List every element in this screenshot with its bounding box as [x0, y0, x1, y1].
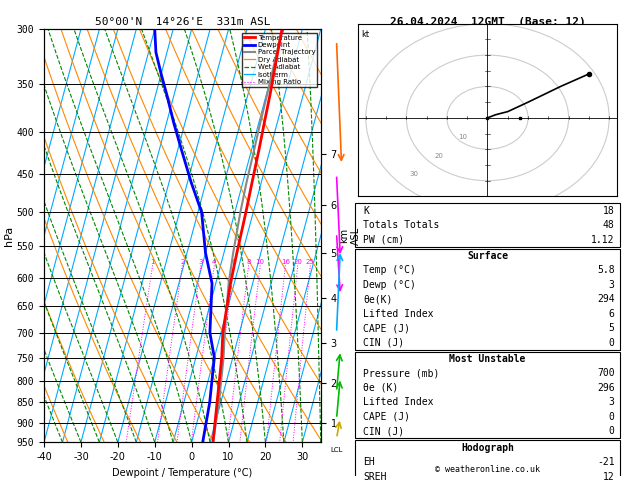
Text: 294: 294	[597, 294, 615, 304]
Text: 20: 20	[293, 260, 302, 265]
Text: Pressure (mb): Pressure (mb)	[363, 368, 440, 379]
X-axis label: Dewpoint / Temperature (°C): Dewpoint / Temperature (°C)	[113, 468, 252, 478]
Bar	[355, 249, 620, 350]
Text: PW (cm): PW (cm)	[363, 235, 404, 244]
Text: 296: 296	[597, 383, 615, 393]
Text: LCL: LCL	[330, 447, 343, 453]
Text: 4: 4	[212, 260, 216, 265]
Text: 6: 6	[609, 309, 615, 319]
Text: 25: 25	[306, 260, 314, 265]
Text: 3: 3	[609, 280, 615, 290]
Text: Hodograph: Hodograph	[461, 443, 514, 452]
Text: © weatheronline.co.uk: © weatheronline.co.uk	[435, 465, 540, 474]
Text: CAPE (J): CAPE (J)	[363, 412, 410, 422]
Text: 0: 0	[609, 426, 615, 436]
Text: 1.12: 1.12	[591, 235, 615, 244]
Text: 6: 6	[232, 260, 237, 265]
Y-axis label: km
ASL: km ASL	[340, 226, 361, 245]
Bar	[355, 352, 620, 438]
Text: -21: -21	[597, 457, 615, 467]
Bar	[355, 440, 620, 486]
Text: 3: 3	[609, 398, 615, 407]
Y-axis label: hPa: hPa	[4, 226, 14, 246]
Text: 18: 18	[603, 206, 615, 216]
Text: 5: 5	[609, 323, 615, 333]
Text: Temp (°C): Temp (°C)	[363, 265, 416, 275]
Text: 8: 8	[247, 260, 251, 265]
Text: Lifted Index: Lifted Index	[363, 398, 433, 407]
Text: CIN (J): CIN (J)	[363, 338, 404, 347]
Text: Dewp (°C): Dewp (°C)	[363, 280, 416, 290]
Text: Most Unstable: Most Unstable	[449, 354, 526, 364]
Text: 16: 16	[281, 260, 290, 265]
Text: 12: 12	[603, 471, 615, 482]
Text: Lifted Index: Lifted Index	[363, 309, 433, 319]
Text: SREH: SREH	[363, 471, 387, 482]
Text: 1: 1	[150, 260, 155, 265]
Text: EH: EH	[363, 457, 375, 467]
Text: Totals Totals: Totals Totals	[363, 220, 440, 230]
Text: 10: 10	[255, 260, 265, 265]
Text: θe (K): θe (K)	[363, 383, 398, 393]
Text: 0: 0	[609, 338, 615, 347]
Text: 3: 3	[199, 260, 203, 265]
Text: CAPE (J): CAPE (J)	[363, 323, 410, 333]
Text: 5.8: 5.8	[597, 265, 615, 275]
Text: CIN (J): CIN (J)	[363, 426, 404, 436]
Text: 48: 48	[603, 220, 615, 230]
Text: Surface: Surface	[467, 251, 508, 261]
Bar	[355, 203, 620, 247]
Text: θe(K): θe(K)	[363, 294, 392, 304]
Text: 0: 0	[609, 412, 615, 422]
Legend: Temperature, Dewpoint, Parcel Trajectory, Dry Adiabat, Wet Adiabat, Isotherm, Mi: Temperature, Dewpoint, Parcel Trajectory…	[242, 33, 317, 87]
Text: K: K	[363, 206, 369, 216]
Text: 2: 2	[180, 260, 184, 265]
Text: 700: 700	[597, 368, 615, 379]
Text: 26.04.2024  12GMT  (Base: 12): 26.04.2024 12GMT (Base: 12)	[389, 17, 586, 27]
Title: 50°00'N  14°26'E  331m ASL: 50°00'N 14°26'E 331m ASL	[94, 17, 270, 27]
